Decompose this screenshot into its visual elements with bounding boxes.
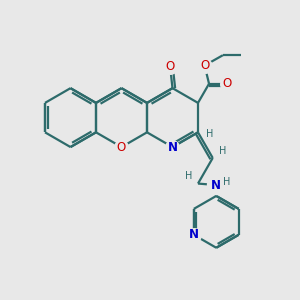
Text: N: N <box>167 141 178 154</box>
Text: H: H <box>219 146 226 157</box>
Text: N: N <box>211 178 221 191</box>
Text: O: O <box>223 77 232 90</box>
Text: O: O <box>200 59 209 72</box>
Text: H: H <box>223 176 230 187</box>
Text: O: O <box>117 141 126 154</box>
Text: H: H <box>185 171 192 181</box>
Text: O: O <box>166 61 175 74</box>
Text: H: H <box>206 129 214 139</box>
Text: N: N <box>189 228 199 241</box>
